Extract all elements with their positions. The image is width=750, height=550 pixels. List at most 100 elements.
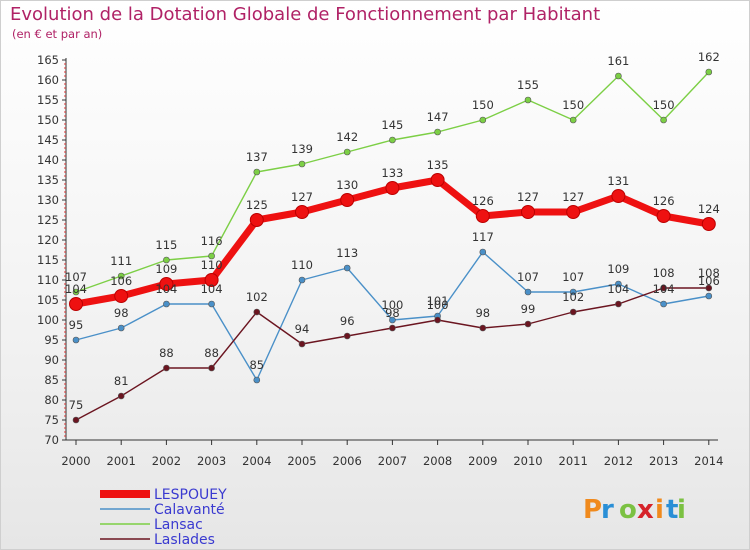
- y-tick-label: 80: [44, 393, 59, 407]
- y-tick-label: 70: [44, 433, 59, 447]
- y-tick-label: 130: [37, 193, 59, 207]
- data-label: 106: [698, 274, 720, 288]
- data-point: [566, 205, 581, 219]
- data-point: [389, 316, 396, 324]
- data-label: 88: [204, 346, 219, 360]
- y-tick-label: 140: [37, 153, 59, 167]
- data-point: [69, 297, 83, 311]
- data-point: [163, 364, 170, 372]
- data-point: [114, 289, 129, 303]
- x-tick-label: 2010: [513, 454, 542, 468]
- data-label: 135: [427, 158, 449, 172]
- data-point: [656, 209, 671, 223]
- logo-letter: i: [677, 495, 686, 525]
- data-label: 96: [340, 314, 355, 328]
- y-tick-label: 155: [37, 93, 59, 107]
- data-label: 127: [562, 190, 584, 204]
- data-point: [389, 136, 396, 144]
- data-label: 127: [291, 190, 313, 204]
- y-tick-label: 110: [37, 273, 59, 287]
- data-label: 104: [201, 282, 223, 296]
- legend-label: Laslades: [154, 532, 215, 548]
- data-label: 150: [562, 98, 584, 112]
- data-point: [615, 280, 622, 288]
- data-label: 133: [381, 166, 403, 180]
- series-points: [69, 68, 716, 424]
- data-point: [208, 300, 215, 308]
- x-tick-label: 2007: [378, 454, 407, 468]
- data-label: 81: [114, 374, 129, 388]
- data-point: [569, 308, 577, 316]
- data-point: [705, 292, 713, 300]
- data-point: [479, 248, 487, 256]
- data-point: [72, 416, 80, 424]
- data-label: 142: [336, 130, 358, 144]
- data-point: [430, 173, 445, 187]
- data-point: [298, 160, 306, 168]
- data-label: 111: [110, 254, 132, 268]
- data-point: [298, 276, 306, 284]
- data-label: 85: [249, 358, 264, 372]
- data-point: [660, 284, 667, 292]
- y-tick-label: 90: [44, 353, 59, 367]
- data-label: 98: [475, 306, 490, 320]
- data-label: 124: [698, 202, 720, 216]
- y-tick-label: 135: [37, 173, 59, 187]
- x-tick-label: 2008: [423, 454, 452, 468]
- data-label: 106: [110, 274, 132, 288]
- data-point: [434, 128, 441, 136]
- data-label: 126: [472, 194, 494, 208]
- data-point: [524, 96, 532, 104]
- y-tick-label: 105: [37, 293, 59, 307]
- data-label: 117: [472, 230, 494, 244]
- data-label: 88: [159, 346, 174, 360]
- data-point: [117, 324, 125, 332]
- data-point: [117, 392, 125, 400]
- data-label: 75: [69, 398, 84, 412]
- data-point: [343, 264, 351, 272]
- data-label: 107: [562, 270, 584, 284]
- data-label: 137: [246, 150, 268, 164]
- logo-letter: t: [666, 495, 678, 525]
- chart-subtitle: (en € et par an): [12, 27, 103, 41]
- data-label: 115: [155, 238, 177, 252]
- x-tick-label: 2012: [604, 454, 633, 468]
- logo-letter: o: [619, 495, 637, 525]
- data-label: 125: [246, 198, 268, 212]
- data-label: 109: [155, 262, 177, 276]
- data-label: 104: [607, 282, 629, 296]
- data-label: 113: [336, 246, 358, 260]
- data-label: 155: [517, 78, 539, 92]
- y-tick-label: 75: [44, 413, 59, 427]
- x-tick-label: 2001: [107, 454, 136, 468]
- data-point: [163, 256, 170, 264]
- data-point: [475, 209, 490, 223]
- data-point: [701, 217, 716, 231]
- data-label: 126: [653, 194, 675, 208]
- data-labels: 104 106 109 110 125 127 130 133 135 126 127 127 131 1…: [65, 50, 720, 412]
- x-tick-label: 2002: [152, 454, 181, 468]
- logo-letter: r: [601, 495, 614, 525]
- data-label: 130: [336, 178, 358, 192]
- data-label: 99: [521, 302, 536, 316]
- data-label: 100: [427, 298, 449, 312]
- logo-letter: P: [583, 495, 602, 525]
- chart-title: Evolution de la Dotation Globale de Fonc…: [10, 4, 601, 25]
- y-tick-label: 85: [44, 373, 59, 387]
- data-point: [479, 324, 487, 332]
- logo-letter: i: [655, 495, 664, 525]
- data-point: [479, 116, 487, 124]
- x-tick-label: 2014: [694, 454, 723, 468]
- x-tick-label: 2005: [287, 454, 316, 468]
- data-point: [524, 288, 532, 296]
- data-point: [253, 376, 261, 384]
- x-tick-label: 2000: [61, 454, 90, 468]
- data-label: 104: [65, 282, 87, 296]
- data-point: [615, 300, 622, 308]
- data-label: 94: [295, 322, 310, 336]
- data-label: 98: [385, 306, 400, 320]
- data-point: [615, 72, 622, 80]
- data-label: 131: [607, 174, 629, 188]
- data-point: [298, 340, 306, 348]
